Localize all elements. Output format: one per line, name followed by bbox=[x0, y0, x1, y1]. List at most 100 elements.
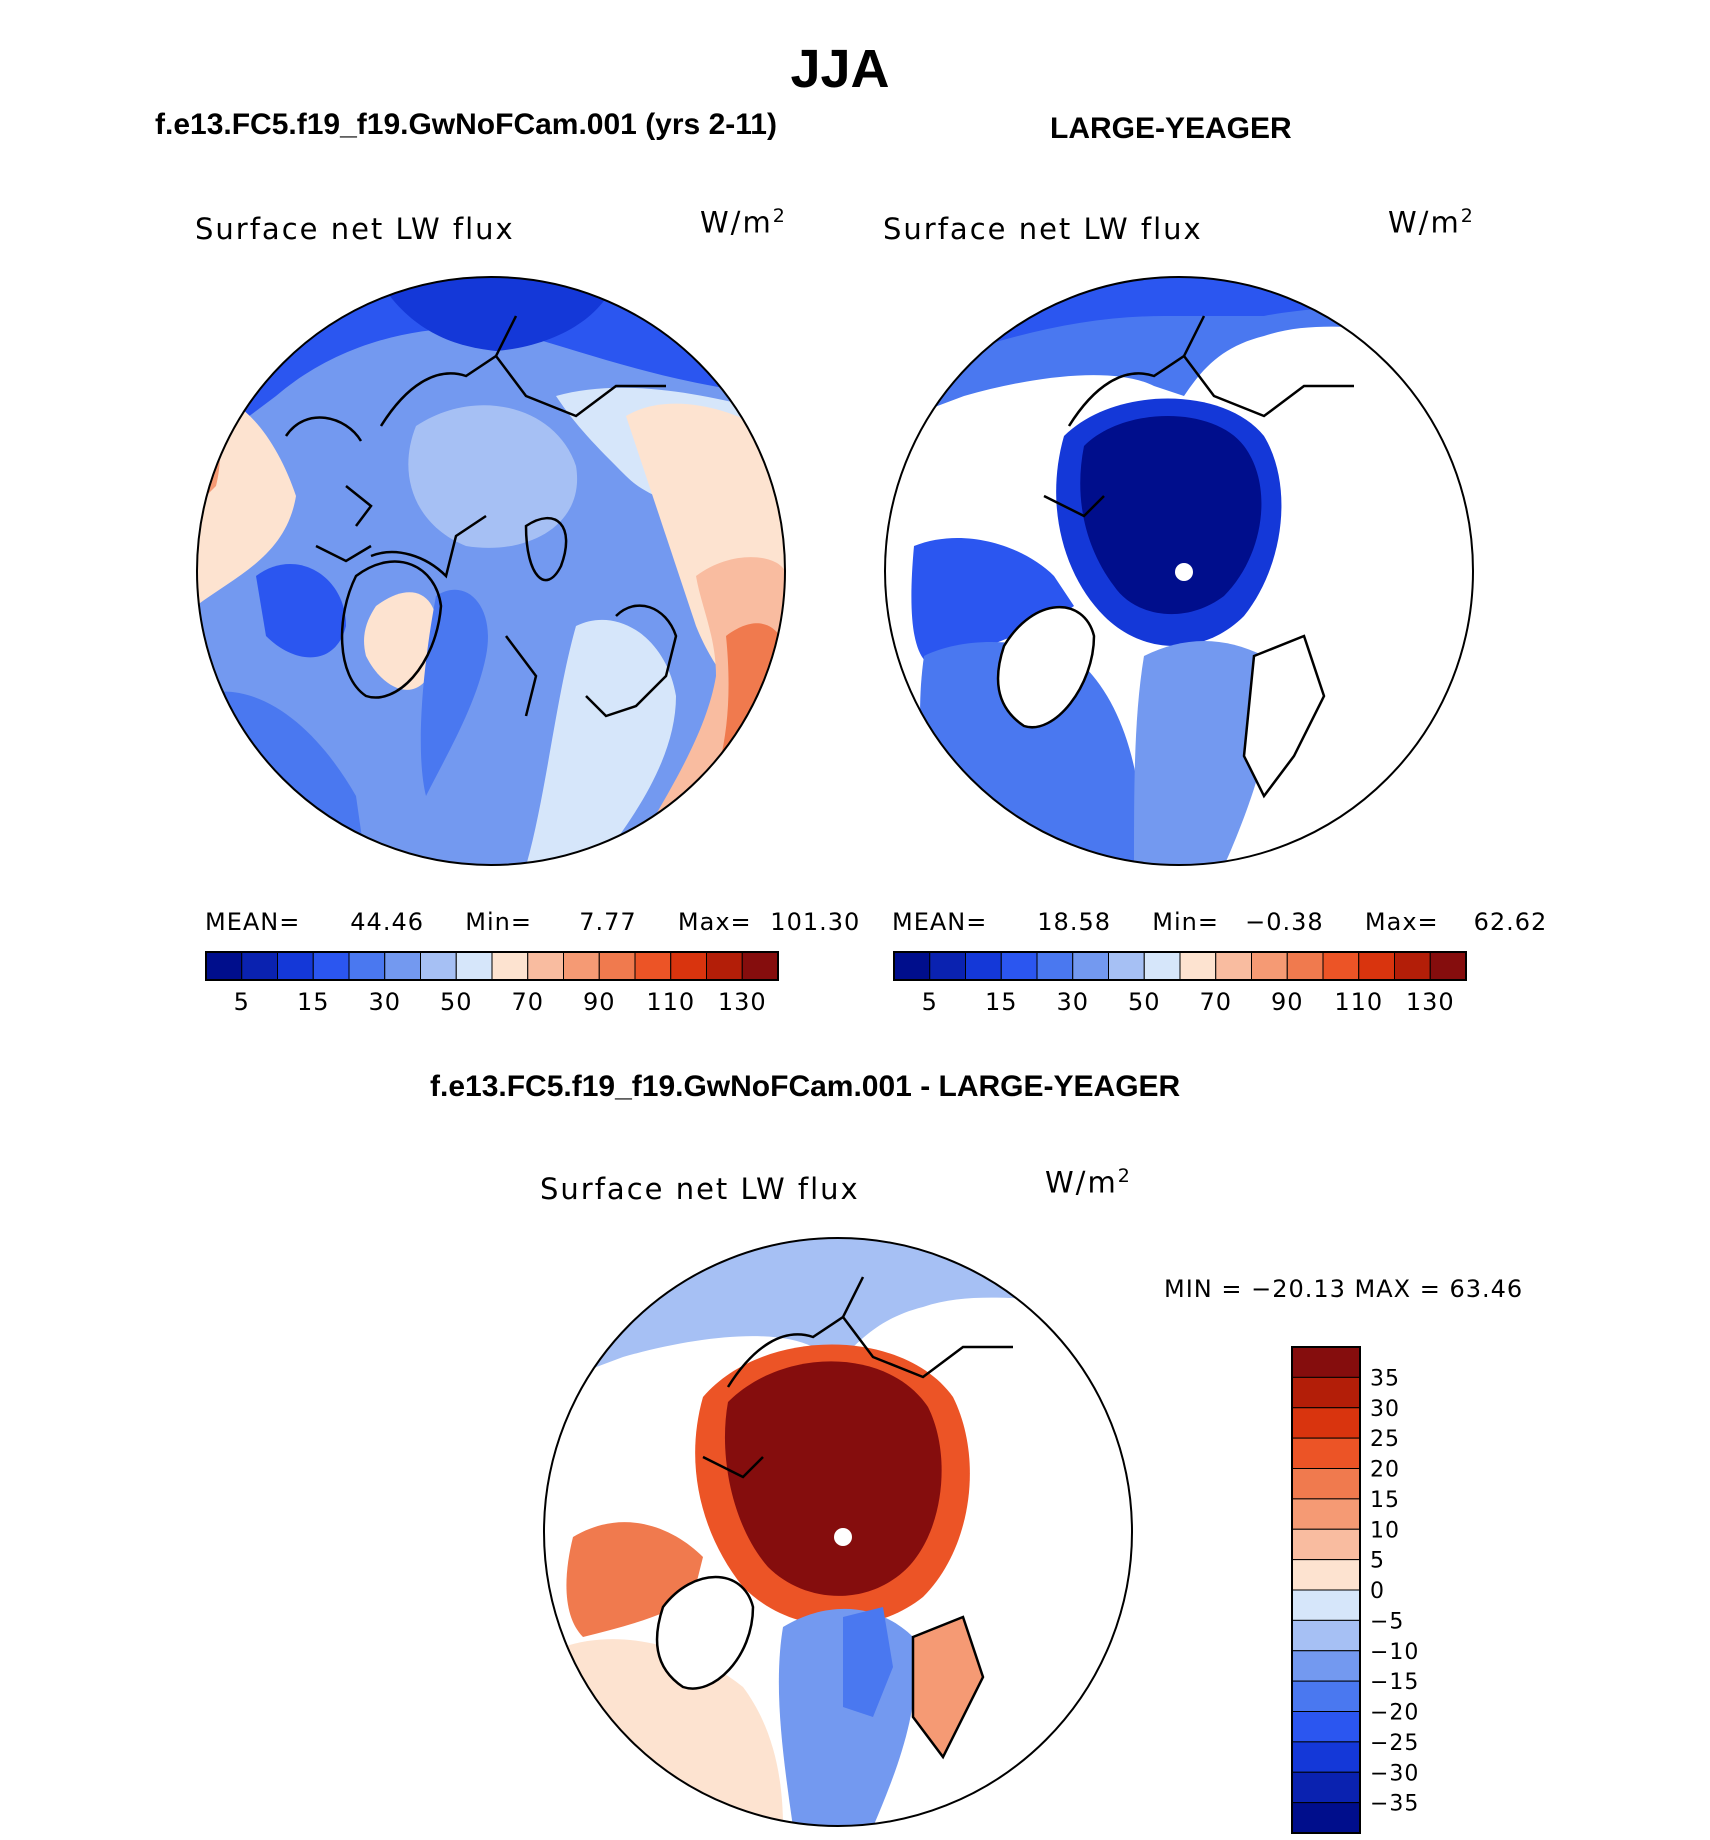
left-colorbar-box-11 bbox=[598, 951, 636, 981]
diff-units-exp: 2 bbox=[1117, 1165, 1132, 1187]
left-min-value: 7.77 bbox=[579, 908, 637, 936]
left-colorbar-frame bbox=[205, 951, 779, 981]
right-colorbar-box-2 bbox=[965, 951, 1002, 981]
diff-units-base: W/m bbox=[1045, 1165, 1118, 1200]
left-units-label: W/m2 bbox=[700, 205, 787, 240]
diff-colorbar-tick-label: 30 bbox=[1370, 1397, 1400, 1422]
left-colorbar-tick-label: 130 bbox=[718, 988, 767, 1016]
left-colorbar-box-13 bbox=[670, 951, 707, 981]
diff-colorbar-box-14 bbox=[1291, 1771, 1361, 1804]
right-units-label: W/m2 bbox=[1388, 205, 1475, 240]
left-variable-label: Surface net LW flux bbox=[195, 212, 515, 246]
figure-title: JJA bbox=[790, 39, 890, 99]
diff-colorbar-box-11 bbox=[1291, 1680, 1361, 1712]
diff-colorbar-box-5 bbox=[1291, 1498, 1361, 1530]
left-colorbar-box-14 bbox=[706, 951, 743, 981]
right-map-canada-water bbox=[911, 537, 1074, 669]
left-colorbar-box-6 bbox=[420, 951, 457, 981]
diff-colorbar-tick-label: −10 bbox=[1370, 1640, 1419, 1665]
right-colorbar-box-6 bbox=[1108, 951, 1145, 981]
right-map-greenland bbox=[998, 607, 1094, 728]
right-case-title: LARGE-YEAGER bbox=[1050, 112, 1292, 145]
right-min-value: −0.38 bbox=[1245, 908, 1324, 936]
diff-colorbar-box-0 bbox=[1291, 1346, 1361, 1378]
left-stats: MEAN= 44.46 Min= 7.77 Max= 101.30 bbox=[205, 908, 860, 936]
left-colorbar-tick-label: 70 bbox=[511, 988, 544, 1016]
diff-colorbar-box-12 bbox=[1291, 1711, 1361, 1743]
left-colorbar-tick-label: 50 bbox=[440, 988, 473, 1016]
diff-colorbar-box-15 bbox=[1291, 1802, 1361, 1834]
diff-map-border bbox=[543, 1237, 1133, 1827]
right-colorbar-tick-label: 70 bbox=[1199, 988, 1232, 1016]
diff-map-cool-core bbox=[843, 1607, 893, 1717]
left-colorbar-box-4 bbox=[348, 951, 386, 981]
right-colorbar-box-14 bbox=[1394, 951, 1431, 981]
right-map-central-arctic bbox=[1080, 416, 1262, 615]
right-colorbar-box-11 bbox=[1286, 951, 1324, 981]
right-mean-value: 18.58 bbox=[1037, 908, 1111, 936]
left-map-atlantic-dark bbox=[420, 589, 488, 796]
right-colorbar-tick-label: 50 bbox=[1128, 988, 1161, 1016]
right-colorbar-box-13 bbox=[1358, 951, 1395, 981]
left-map-europe-coast bbox=[505, 516, 678, 718]
right-min-label: Min= bbox=[1152, 908, 1219, 936]
diff-colorbar-tick-label: 5 bbox=[1370, 1549, 1385, 1574]
left-mean-label: MEAN= bbox=[205, 908, 301, 936]
right-colorbar-tick-label: 30 bbox=[1056, 988, 1089, 1016]
diff-map-pole-hole bbox=[834, 1528, 852, 1546]
left-map-europe-light bbox=[526, 619, 676, 865]
right-colorbar-box-4 bbox=[1036, 951, 1074, 981]
diff-colorbar-box-3 bbox=[1291, 1437, 1361, 1469]
right-colorbar-box-15 bbox=[1429, 951, 1467, 981]
diff-colorbar-box-9 bbox=[1291, 1619, 1361, 1652]
right-colorbar-tick-label: 130 bbox=[1406, 988, 1455, 1016]
right-colorbar-box-5 bbox=[1072, 951, 1109, 981]
diff-case-title: f.e13.FC5.f19_f19.GwNoFCam.001 - LARGE-Y… bbox=[430, 1070, 1181, 1103]
right-colorbar-box-12 bbox=[1322, 951, 1360, 981]
right-colorbar-tick-label: 5 bbox=[922, 988, 938, 1016]
left-colorbar-box-5 bbox=[384, 951, 421, 981]
right-colorbar-tick-label: 90 bbox=[1271, 988, 1304, 1016]
right-max-label: Max= bbox=[1364, 908, 1439, 936]
diff-colorbar-frame bbox=[1291, 1346, 1361, 1834]
diff-units-label: W/m2 bbox=[1045, 1165, 1132, 1200]
diff-colorbar-box-1 bbox=[1291, 1376, 1361, 1409]
left-colorbar-box-1 bbox=[241, 951, 278, 981]
left-colorbar: 5 15 30 50 70 90 110 130 bbox=[205, 951, 779, 1016]
left-map-central-arctic bbox=[408, 405, 578, 548]
diff-colorbar-tick-label: 10 bbox=[1370, 1518, 1400, 1543]
left-colorbar-box-7 bbox=[455, 951, 493, 981]
left-colorbar-box-0 bbox=[205, 951, 243, 981]
right-polar-map bbox=[884, 276, 1474, 866]
diff-colorbar-tick-label: −20 bbox=[1370, 1701, 1419, 1726]
right-colorbar-box-1 bbox=[929, 951, 966, 981]
left-polar-map bbox=[196, 276, 786, 866]
diff-map-arctic-core bbox=[724, 1361, 942, 1596]
right-map-coastlines bbox=[996, 315, 1354, 799]
right-colorbar-box-7 bbox=[1143, 951, 1181, 981]
right-colorbar-box-0 bbox=[893, 951, 931, 981]
diff-colorbar-box-4 bbox=[1291, 1468, 1361, 1500]
diff-colorbar-box-10 bbox=[1291, 1650, 1361, 1682]
diff-colorbar-tick-label: 35 bbox=[1370, 1366, 1400, 1391]
left-colorbar-tick-label: 5 bbox=[234, 988, 250, 1016]
left-colorbar-box-10 bbox=[563, 951, 600, 981]
left-colorbar-box-8 bbox=[491, 951, 529, 981]
right-colorbar-tick-label: 15 bbox=[985, 988, 1018, 1016]
diff-colorbar-tick-label: −25 bbox=[1370, 1731, 1419, 1756]
right-variable-label: Surface net LW flux bbox=[883, 212, 1203, 246]
diff-colorbar-tick-label: 15 bbox=[1370, 1488, 1400, 1513]
left-map-pacific-band bbox=[197, 277, 785, 456]
right-max-value: 62.62 bbox=[1473, 908, 1548, 936]
left-units-exp: 2 bbox=[772, 205, 787, 227]
diff-colorbar-box-2 bbox=[1291, 1407, 1361, 1439]
right-units-exp: 2 bbox=[1460, 205, 1475, 227]
right-colorbar-box-10 bbox=[1251, 951, 1288, 981]
diff-colorbar-tick-label: −15 bbox=[1370, 1670, 1419, 1695]
right-colorbar-box-9 bbox=[1215, 951, 1252, 981]
diff-colorbar: 35 30 25 20 15 10 5 0 −5 −10 −15 −20 −25 −30 −35 bbox=[1291, 1346, 1419, 1834]
left-max-value: 101.30 bbox=[770, 908, 861, 936]
left-map-border bbox=[196, 276, 786, 866]
diff-colorbar-tick-label: −30 bbox=[1370, 1761, 1419, 1786]
left-colorbar-tick-label: 110 bbox=[646, 988, 695, 1016]
